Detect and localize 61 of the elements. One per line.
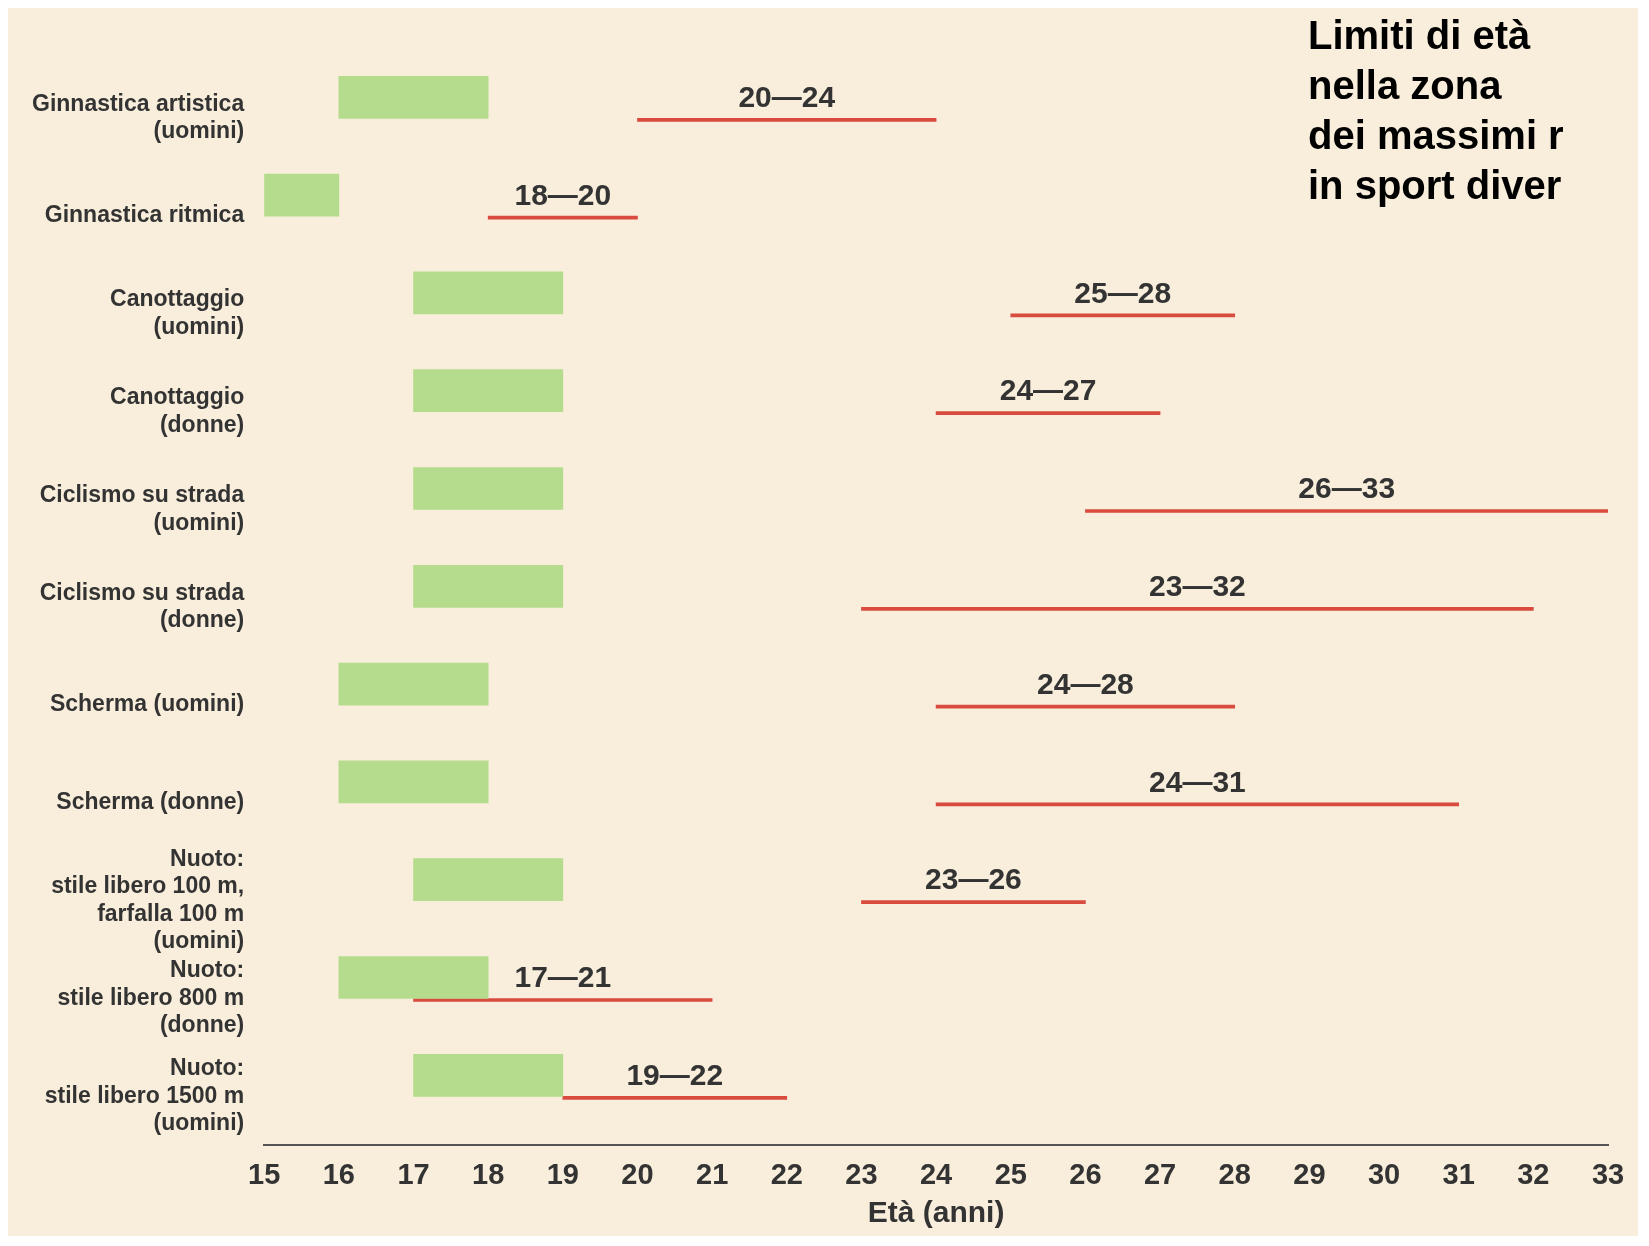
bar: [413, 998, 713, 1002]
bar: [637, 117, 937, 122]
y-tick-label: Nuoto: stile libero 100 m, farfalla 100 m (uomini): [51, 844, 245, 954]
annotation: 24—27: [999, 373, 1097, 407]
bar: [413, 858, 564, 902]
y-tick-label: Scherma (uomini): [49, 690, 245, 717]
x-axis-title: Età (anni): [867, 1195, 1005, 1229]
bar: [562, 1095, 788, 1100]
x-tick-label: 21: [696, 1157, 729, 1190]
annotation: 18—20: [514, 177, 612, 211]
y-tick-label: Canottaggio (donne): [110, 383, 245, 437]
bar: [264, 173, 340, 217]
text: Limiti di età nella zona dei massimi r in sport diver: [1308, 12, 1564, 209]
x-tick-label: 16: [322, 1157, 355, 1190]
annotation: 25—28: [1074, 275, 1172, 309]
y-tick-label: Ciclismo su strada (donne): [39, 578, 245, 633]
bar: [413, 1053, 564, 1097]
x-tick-label: 25: [994, 1157, 1027, 1190]
annotation: 19—22: [626, 1058, 724, 1092]
y-tick-label: Ginnastica artistica (uomini): [32, 89, 245, 144]
y-tick-label: Nuoto: stile libero 800 m (donne): [57, 956, 245, 1038]
x-tick-label: 27: [1143, 1157, 1177, 1190]
bar: [338, 662, 489, 706]
annotation: 23—26: [925, 862, 1022, 896]
x-tick-label: 19: [546, 1157, 579, 1190]
bar: [935, 411, 1161, 416]
x-tick-label: 30: [1367, 1157, 1401, 1190]
x-tick-label: 18: [472, 1157, 505, 1190]
y-tick-label: Canottaggio (uomini): [110, 285, 245, 340]
x-tick-label: 23: [845, 1157, 878, 1190]
y-tick-label: Ginnastica ritmica: [44, 201, 245, 228]
bar: [413, 564, 564, 608]
x-tick-label: 15: [248, 1157, 281, 1190]
x-tick-label: 29: [1293, 1157, 1326, 1190]
bar: [338, 956, 489, 999]
bar: [338, 75, 489, 119]
x-tick-label: 24: [919, 1157, 953, 1190]
x-tick-label: 31: [1442, 1157, 1475, 1190]
y-tick-label: Ciclismo su strada (uomini): [39, 481, 245, 535]
annotation: 24—31: [1149, 764, 1246, 798]
y-tick-label: Scherma (donne): [56, 788, 245, 815]
x-tick-label: 17: [397, 1157, 430, 1190]
bar: [413, 369, 564, 413]
x-tick-label: 32: [1517, 1157, 1550, 1190]
bar: [413, 271, 564, 315]
annotation: 20—24: [738, 80, 836, 114]
x-tick-label: 26: [1069, 1157, 1102, 1190]
x-tick-label: 28: [1218, 1157, 1251, 1190]
annotation: 24—28: [1037, 666, 1134, 700]
bar: [861, 900, 1086, 905]
bar: [338, 760, 489, 804]
x-tick-label: 20: [621, 1157, 654, 1190]
bar: [861, 606, 1534, 611]
annotation: 26—33: [1298, 471, 1396, 505]
x-tick-label: 22: [770, 1157, 803, 1190]
x-tick-label: 33: [1591, 1157, 1625, 1190]
annotation: 17—21: [514, 960, 612, 994]
y-tick-label: Nuoto: stile libero 1500 m (uomini): [44, 1054, 245, 1136]
bar: [1085, 509, 1608, 513]
bar: [413, 467, 564, 510]
annotation: 23—32: [1149, 569, 1246, 603]
